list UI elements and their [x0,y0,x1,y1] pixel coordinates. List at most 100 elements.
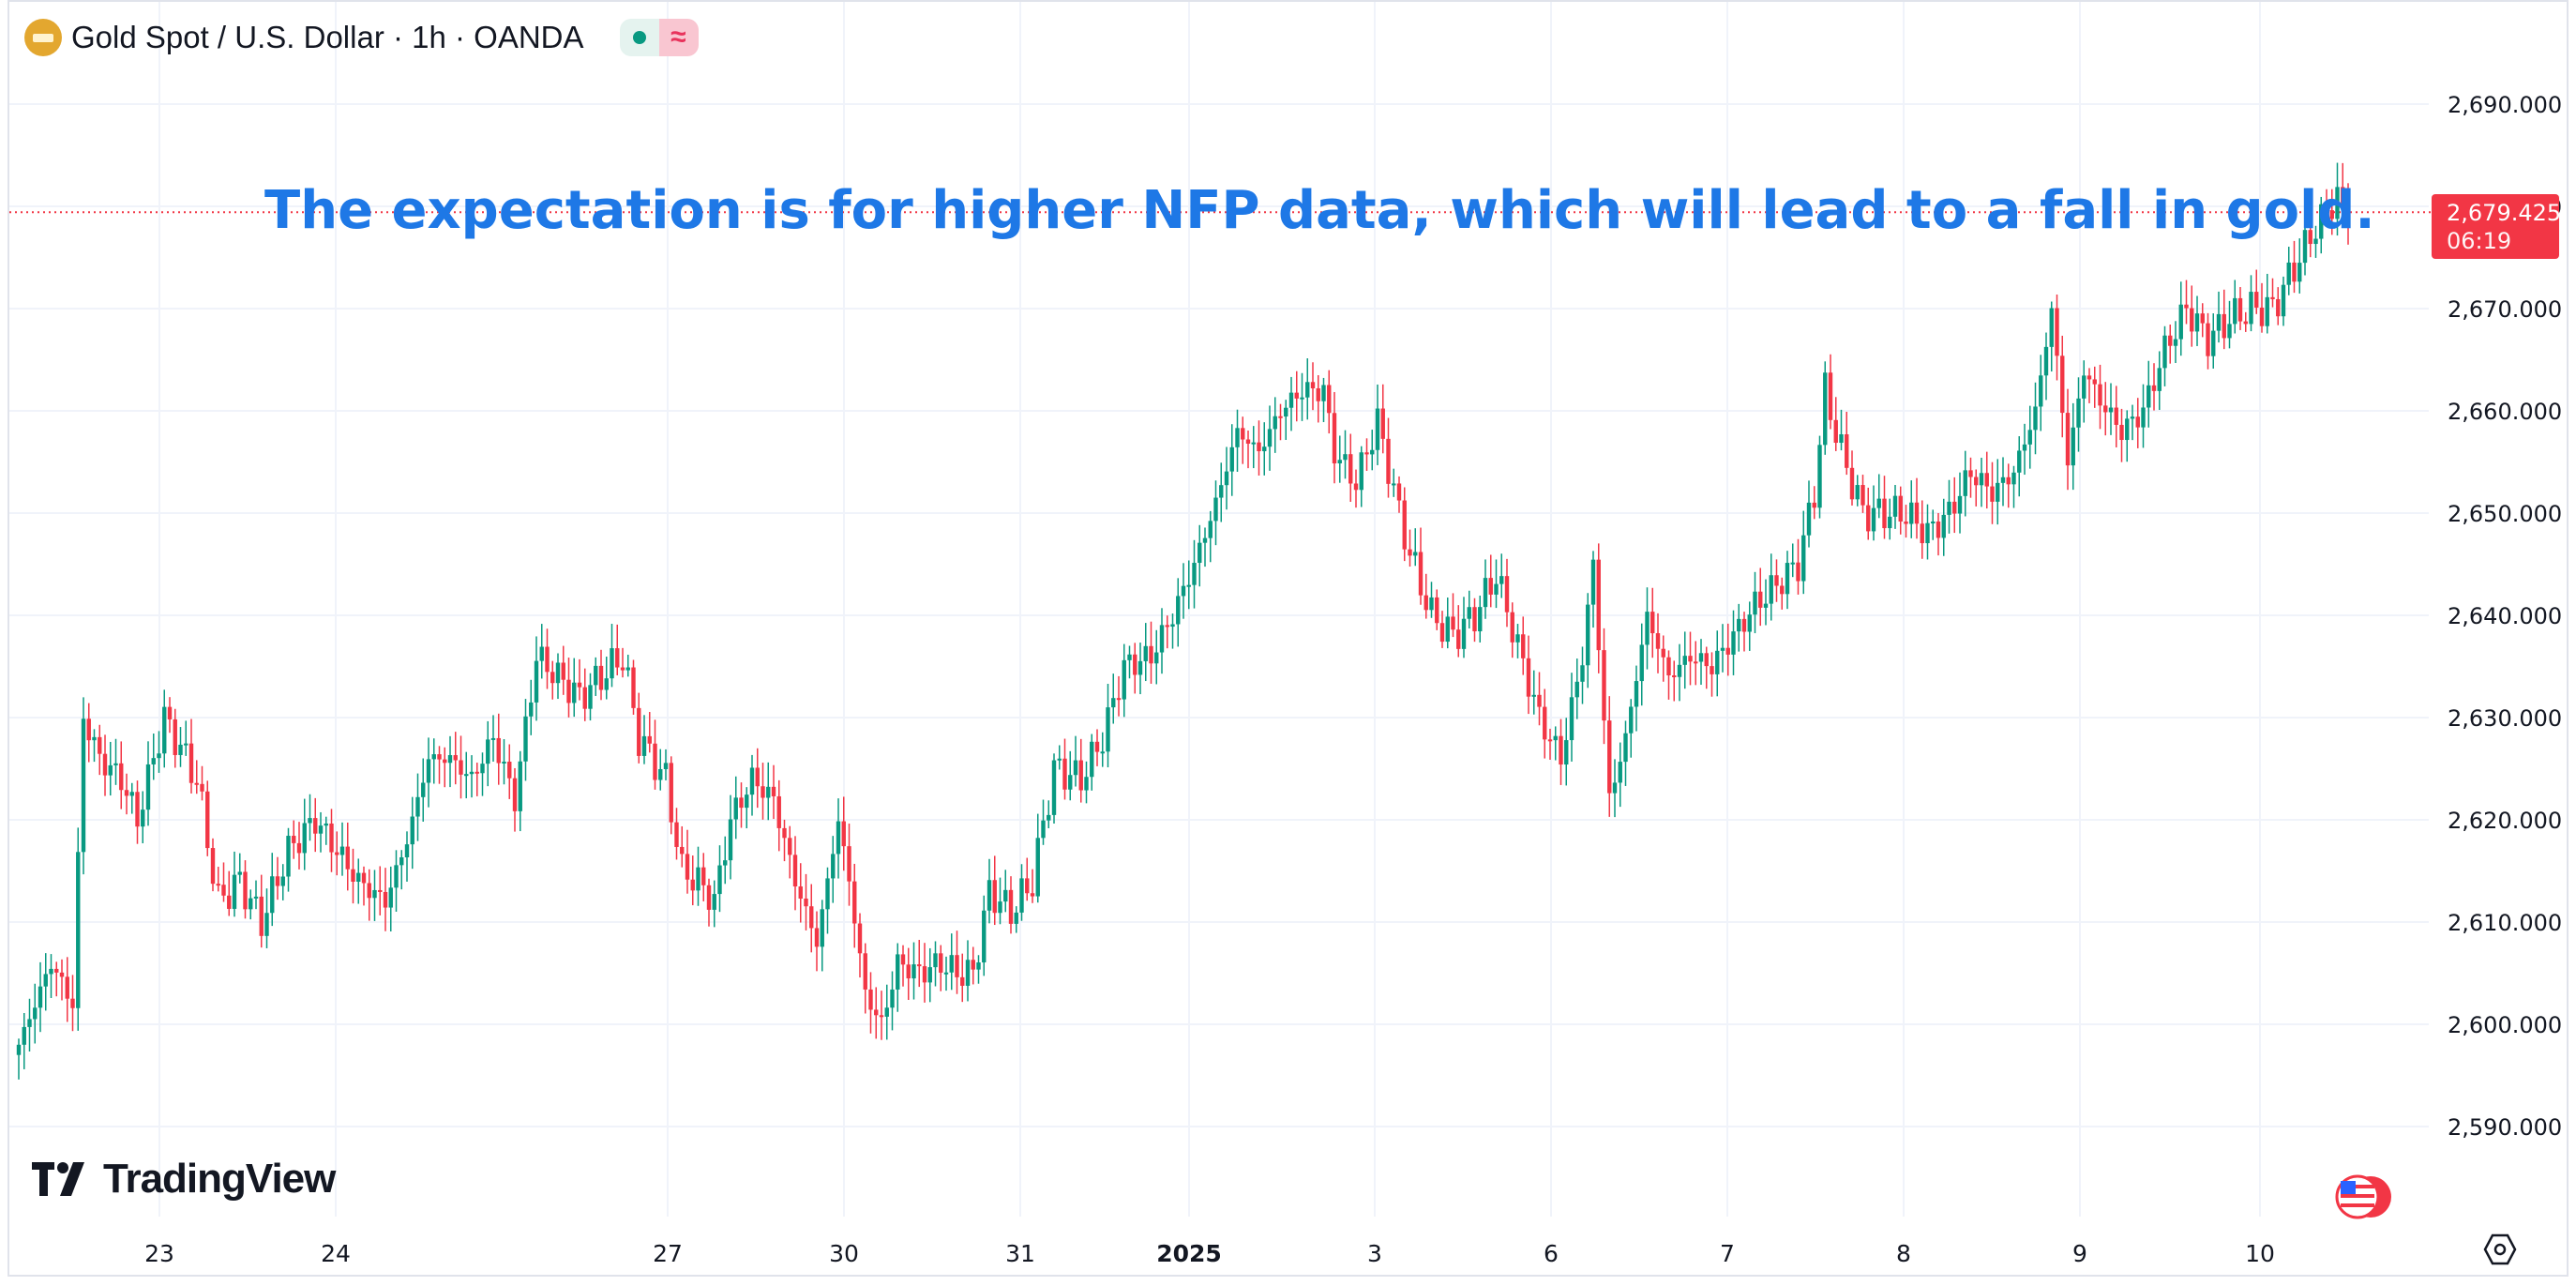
candle[interactable] [572,658,577,718]
candle[interactable] [669,756,673,835]
candle[interactable] [2006,463,2011,508]
candle[interactable] [2319,196,2324,254]
candle[interactable] [512,767,518,832]
candle[interactable] [1704,646,1709,689]
candle[interactable] [1688,631,1693,686]
candle[interactable] [534,636,539,721]
candle[interactable] [1229,424,1234,496]
candle[interactable] [2082,360,2086,423]
candle[interactable] [1364,438,1369,471]
candle[interactable] [275,856,280,900]
candle[interactable] [1213,480,1218,546]
candle[interactable] [173,708,177,768]
candle[interactable] [2292,240,2297,294]
candle[interactable] [550,660,555,700]
candle[interactable] [1073,735,1078,787]
candle[interactable] [874,987,879,1039]
candle[interactable] [1871,485,1876,541]
candle[interactable] [447,735,453,788]
candle[interactable] [145,741,151,826]
candle[interactable] [717,845,722,913]
candle[interactable] [1035,813,1040,903]
price-axis[interactable]: 2,590.000 2,600.000 2,610.000 2,620.000 2,63… [2448,92,2562,1141]
candle[interactable] [2254,269,2259,314]
candle[interactable] [825,867,830,934]
candle[interactable] [421,758,426,822]
candle[interactable] [361,866,367,906]
candle[interactable] [690,855,695,906]
candle[interactable] [81,697,86,875]
candle[interactable] [243,860,248,919]
candle[interactable] [1337,435,1342,483]
candle[interactable] [264,888,269,948]
candle[interactable] [1947,479,1951,534]
candle[interactable] [1758,567,1763,627]
candle[interactable] [1715,630,1720,697]
candle[interactable] [841,796,846,871]
candle[interactable] [232,851,237,917]
candle[interactable] [129,782,134,814]
candle[interactable] [1537,672,1542,726]
candle[interactable] [2341,162,2345,221]
candle[interactable] [443,747,447,788]
candle[interactable] [1677,643,1682,702]
candle[interactable] [820,900,824,972]
candle[interactable] [2130,404,2135,441]
candle[interactable] [65,957,69,1022]
candle[interactable] [2071,402,2075,491]
candle[interactable] [286,827,291,892]
candle[interactable] [1435,589,1439,630]
candle[interactable] [1650,587,1655,658]
candle[interactable] [184,720,188,756]
candle[interactable] [2249,275,2253,332]
candle[interactable] [2043,332,2049,401]
candle[interactable] [598,649,604,701]
candle[interactable] [582,668,587,721]
candle[interactable] [927,947,932,1003]
candle[interactable] [1931,509,1936,540]
candle[interactable] [1526,635,1531,715]
candle[interactable] [1661,635,1665,682]
candle[interactable] [324,816,328,845]
candle[interactable] [1645,587,1650,670]
candle[interactable] [1106,684,1110,768]
candle[interactable] [814,911,820,972]
candle[interactable] [1796,538,1800,595]
candle[interactable] [302,798,307,870]
candle[interactable] [539,624,544,679]
candle[interactable] [1170,613,1175,649]
candle[interactable] [1273,397,1277,453]
candle[interactable] [1888,498,1892,540]
candle[interactable] [868,972,873,1034]
candle[interactable] [792,836,798,911]
candle[interactable] [723,836,728,885]
candle[interactable] [1165,615,1169,649]
candle[interactable] [2033,382,2038,455]
candle[interactable] [1828,354,1833,430]
candle[interactable] [2055,295,2059,381]
candle[interactable] [459,735,463,799]
candle[interactable] [2011,465,2016,508]
candle[interactable] [313,797,318,853]
candle[interactable] [1300,372,1304,421]
candle[interactable] [637,692,641,764]
candle[interactable] [1682,631,1687,689]
candle[interactable] [766,762,771,821]
candle[interactable] [2200,303,2205,338]
candle[interactable] [210,838,216,892]
candle[interactable] [1672,660,1677,702]
candle[interactable] [1860,475,1865,513]
candle[interactable] [1149,621,1153,684]
candle[interactable] [135,780,140,844]
candle[interactable] [647,712,652,753]
candle[interactable] [776,779,781,852]
candle[interactable] [706,878,712,927]
candle[interactable] [943,956,949,991]
candle[interactable] [1122,643,1126,718]
candle[interactable] [102,734,108,796]
candle[interactable] [399,850,404,890]
candle[interactable] [2216,291,2222,343]
candle[interactable] [896,943,900,1012]
candle[interactable] [1413,528,1418,567]
candle[interactable] [1321,377,1326,422]
